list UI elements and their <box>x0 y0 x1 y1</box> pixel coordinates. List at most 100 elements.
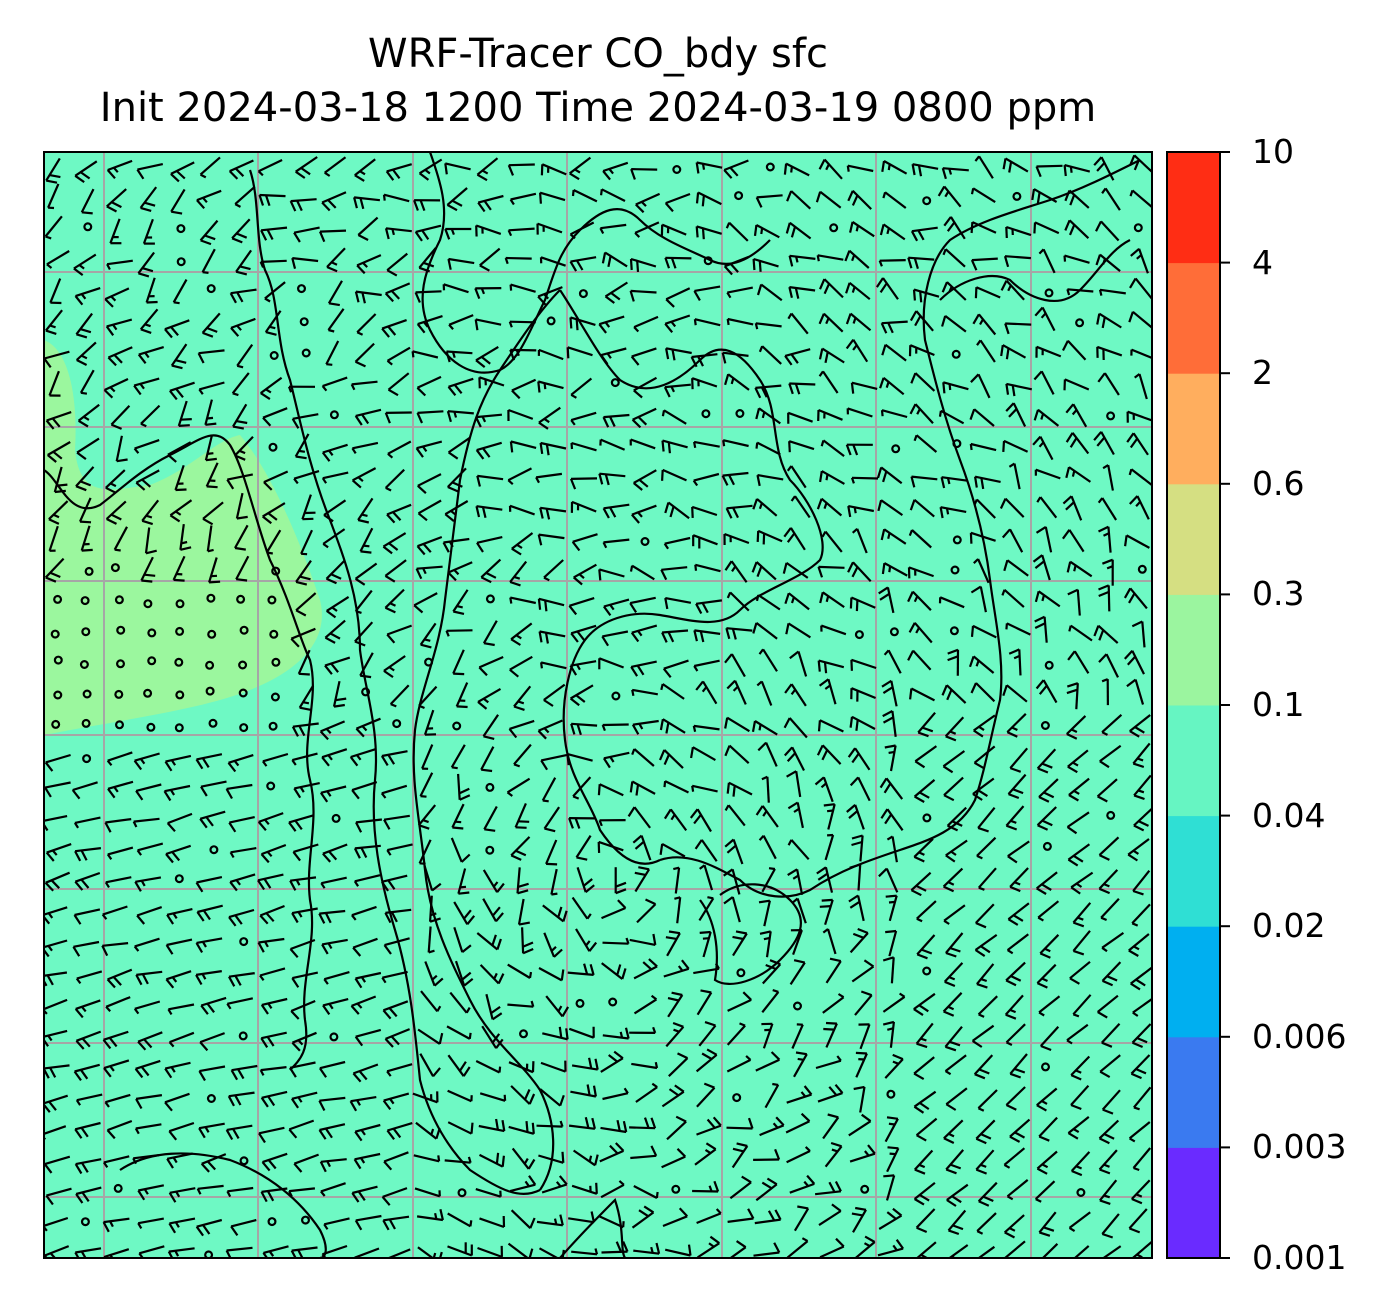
wind-barb <box>975 1149 995 1175</box>
wind-barb <box>569 316 596 331</box>
wind-barb <box>73 816 101 829</box>
wind-barb <box>1101 713 1123 736</box>
wind-barb <box>725 221 749 242</box>
calm-wind-marker <box>922 966 932 976</box>
wind-barb <box>756 680 773 706</box>
wind-barb <box>164 1061 191 1079</box>
calm-wind-marker <box>1044 660 1054 670</box>
wind-barb <box>383 814 410 830</box>
wind-barb <box>816 254 844 262</box>
wind-barb <box>846 407 873 418</box>
wind-barb <box>572 563 597 586</box>
wind-barb <box>667 991 684 1018</box>
wind-barb <box>198 1122 225 1139</box>
wind-barb <box>880 528 907 545</box>
wind-barb <box>1007 840 1030 864</box>
calm-wind-marker <box>886 1089 896 1099</box>
wind-barb <box>791 1023 804 1049</box>
wind-barb <box>136 163 164 180</box>
wind-barb <box>291 971 319 988</box>
wind-barb <box>550 868 558 896</box>
wind-barb <box>724 804 746 827</box>
wind-barb <box>444 227 472 240</box>
calm-wind-marker <box>301 348 311 358</box>
calm-wind-marker <box>114 595 124 605</box>
wind-barb <box>133 1000 161 1015</box>
wind-barb <box>475 1188 502 1198</box>
wind-barb <box>885 894 898 922</box>
wind-barb <box>73 253 97 276</box>
wind-barb <box>1036 1150 1058 1175</box>
wind-barb <box>1003 255 1031 268</box>
wind-barb <box>1128 468 1152 486</box>
wind-barb <box>819 1237 845 1258</box>
wind-barb <box>570 441 597 452</box>
wind-barb <box>80 525 93 552</box>
wind-barb <box>1129 277 1152 300</box>
wind-barb <box>536 1214 564 1227</box>
wind-barb <box>661 1148 687 1169</box>
wind-barb <box>602 161 629 181</box>
wind-barb <box>974 475 1001 490</box>
map-title-line-1: WRF-Tracer CO_bdy sfc <box>368 31 828 77</box>
wind-barb <box>297 649 311 676</box>
wind-barb <box>912 288 940 303</box>
calm-wind-marker <box>80 596 90 606</box>
wind-barb <box>694 563 721 573</box>
wind-barb <box>665 1021 685 1048</box>
wind-barb <box>759 1116 785 1137</box>
wind-barb <box>230 1218 257 1237</box>
wind-barb <box>732 930 748 957</box>
wind-barb <box>1102 558 1114 586</box>
calm-wind-marker <box>329 1032 339 1042</box>
wind-barb <box>417 804 437 830</box>
wind-barb <box>447 467 467 493</box>
wind-barb <box>257 159 283 177</box>
wind-barb <box>326 595 350 619</box>
wind-barb <box>792 897 807 924</box>
wind-barb <box>107 780 134 799</box>
wind-barb <box>1006 933 1029 955</box>
wind-barb <box>74 1121 101 1139</box>
wind-barb <box>1070 1055 1091 1081</box>
wind-barb <box>875 277 899 300</box>
wind-barb <box>941 281 967 301</box>
wind-barb <box>418 158 443 181</box>
wind-barb <box>537 286 563 306</box>
wind-barb <box>630 1145 658 1160</box>
wind-barb <box>321 471 349 484</box>
wind-barb <box>478 376 505 389</box>
calm-wind-marker <box>575 998 585 1008</box>
wind-barb <box>195 970 222 986</box>
wind-barb <box>1098 836 1120 861</box>
wind-barb <box>288 814 315 832</box>
calm-wind-marker <box>297 284 307 294</box>
wind-barb <box>294 433 310 460</box>
wind-barb <box>724 744 750 765</box>
wind-barb <box>509 655 533 678</box>
coastline-northern-bays <box>421 152 771 374</box>
wind-barb <box>170 188 186 215</box>
wind-barb <box>690 353 718 368</box>
wind-barb <box>660 683 685 700</box>
wind-barb <box>1126 432 1149 456</box>
wind-barb <box>915 1208 936 1234</box>
calm-wind-marker <box>701 409 711 419</box>
wind-barb <box>1001 588 1025 608</box>
calm-wind-marker <box>83 222 93 232</box>
wind-barb <box>295 156 318 179</box>
wind-barb <box>321 938 348 955</box>
wind-barb <box>913 1090 937 1114</box>
wind-barb <box>1008 648 1022 676</box>
wind-barb <box>1132 870 1151 896</box>
calm-wind-marker <box>175 626 185 636</box>
wind-barb <box>598 472 626 486</box>
wind-barb <box>849 715 876 731</box>
wind-barb <box>134 876 162 892</box>
wind-barb <box>49 278 62 305</box>
wind-barb <box>447 1212 473 1228</box>
wind-barb <box>442 537 470 553</box>
wind-barb <box>229 873 256 892</box>
wind-barb <box>476 536 503 553</box>
coastline-central-peninsula-east <box>412 289 561 1191</box>
